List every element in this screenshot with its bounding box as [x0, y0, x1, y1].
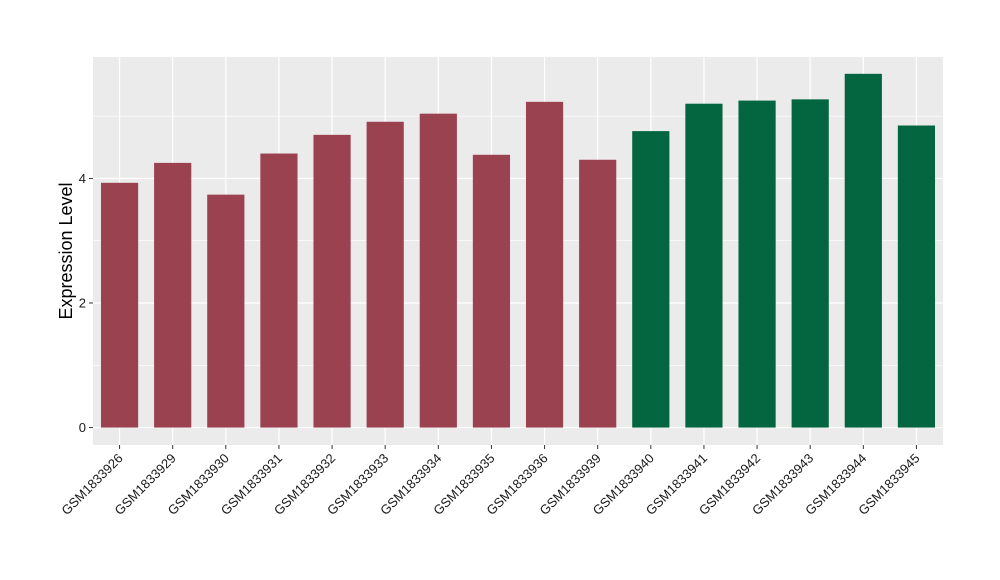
bar-GSM1833934: [419, 113, 457, 428]
y-axis: 0 2 4: [79, 171, 93, 435]
bar-GSM1833933: [366, 121, 404, 428]
x-axis: GSM1833926GSM1833929GSM1833930GSM1833931…: [58, 445, 923, 518]
bar-GSM1833931: [260, 153, 298, 428]
bar-GSM1833936: [525, 101, 564, 428]
y-tick-label: 0: [79, 420, 86, 435]
bar-GSM1833944: [844, 73, 882, 428]
bar-GSM1833941: [685, 103, 723, 428]
bar-GSM1833945: [897, 125, 936, 428]
y-axis-title: Expression Level: [56, 182, 76, 319]
bar-GSM1833926: [100, 182, 139, 428]
bar-GSM1833935: [472, 154, 511, 428]
y-tick-label: 2: [79, 296, 86, 311]
bar-GSM1833932: [313, 134, 351, 428]
y-tick-label: 4: [79, 171, 86, 186]
bars: [100, 73, 936, 428]
bar-GSM1833942: [738, 100, 776, 428]
bar-GSM1833943: [791, 99, 829, 428]
bar-GSM1833929: [154, 162, 192, 428]
bar-GSM1833940: [632, 131, 670, 428]
bar-GSM1833930: [207, 194, 245, 428]
bar-GSM1833939: [579, 159, 617, 428]
